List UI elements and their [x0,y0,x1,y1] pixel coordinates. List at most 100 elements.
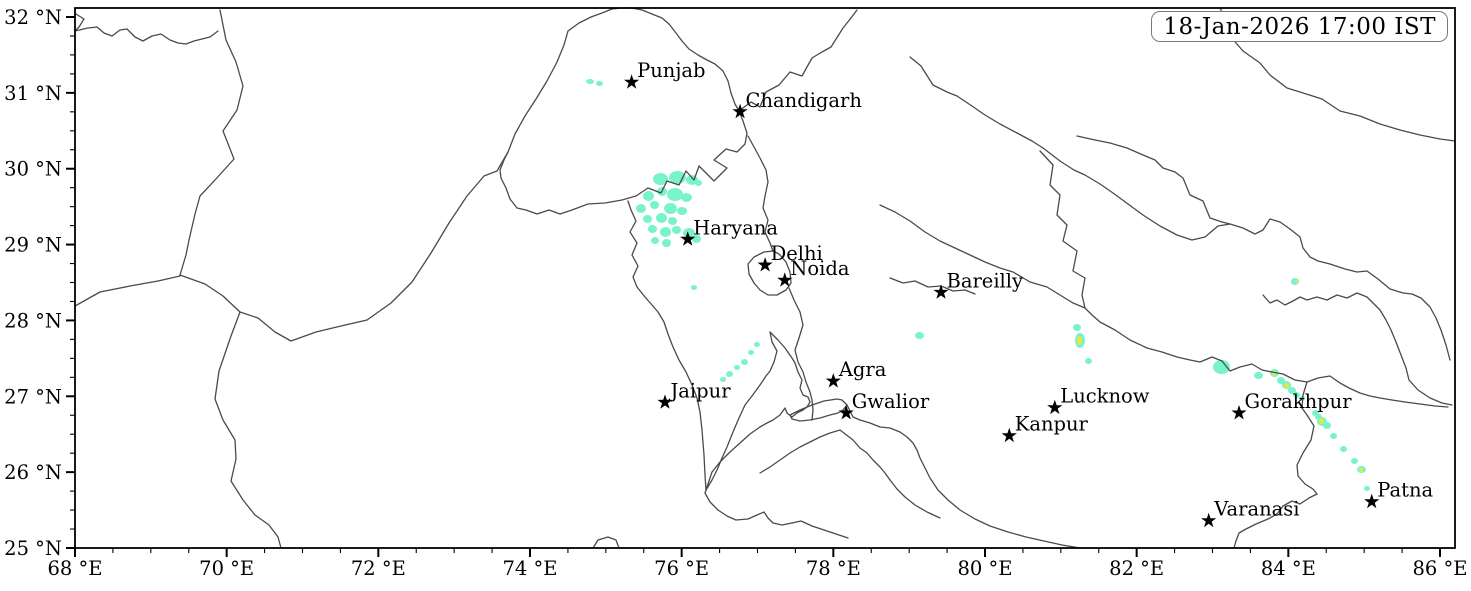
star-icon [680,231,696,246]
boundary-line [705,331,778,491]
boundary-line [1262,292,1453,406]
radar-echo-layer [586,79,1370,491]
boundary-line [592,536,620,549]
city-marker-gwalior: Gwalior [838,390,930,420]
city-label: Delhi [771,242,823,265]
city-marker-jaipur: Jaipur [657,379,731,409]
city-label: Jaipur [668,379,731,402]
radar-echo-light [662,239,671,247]
radar-echo-light [1277,377,1285,384]
radar-echo-light [681,193,692,202]
x-tick-label: 84 °E [1261,557,1316,580]
radar-echo-light [748,350,754,355]
radar-echo-light [651,237,659,244]
boundary-line [909,56,1451,361]
boundary-line [789,398,848,422]
star-icon [777,272,793,287]
star-icon [933,284,949,299]
radar-echo-light [915,332,924,339]
boundary-line [879,204,1449,408]
radar-echo-light [683,228,695,238]
timestamp-box: 18-Jan-2026 17:00 IST [1151,11,1448,42]
radar-echo-light [636,204,646,213]
radar-echo-light [1213,360,1230,374]
city-marker-kanpur: Kanpur [1001,413,1089,443]
x-tick-label: 74 °E [502,557,557,580]
y-tick-label: 29 °N [4,234,62,257]
radar-echo-light [672,226,681,234]
radar-echo-light [1364,486,1370,491]
boundary-line [747,135,792,296]
city-marker-varanasi: Varanasi [1201,498,1300,528]
city-marker-noida: Noida [777,257,850,287]
radar-echo-light [691,285,697,290]
timestamp-text: 18-Jan-2026 17:00 IST [1163,13,1436,40]
x-tick-label: 70 °E [199,557,254,580]
y-tick-label: 25 °N [4,537,62,560]
radar-echo-light [1085,358,1092,364]
city-label: Haryana [693,216,778,239]
axes-frame [74,7,1456,549]
radar-echo-light [648,225,657,233]
boundary-line [239,151,509,342]
radar-echo-strong [1319,418,1324,424]
boundary-line [1233,381,1318,549]
boundary-line [738,9,858,112]
city-label: Noida [790,257,850,280]
boundary-line [704,486,849,539]
boundary-line [1219,7,1456,142]
radar-echo-light [586,79,594,84]
boundary-line [627,200,707,491]
radar-echo-light [596,81,603,86]
boundary-line [74,13,219,45]
city-marker-delhi: Delhi [757,242,823,272]
city-label: Agra [838,358,887,381]
radar-echo-light [1299,396,1305,401]
radar-echo-light [1293,392,1300,398]
x-tick-label: 68 °E [48,557,103,580]
city-label: Chandigarh [746,89,863,112]
x-tick-label: 86 °E [1412,557,1467,580]
city-label: Lucknow [1060,385,1150,408]
boundary-line [846,404,1081,549]
boundary-line [1039,150,1086,309]
x-tick-label: 82 °E [1109,557,1164,580]
city-marker-bareilly: Bareilly [933,269,1023,299]
star-icon [657,394,673,409]
star-icon [825,373,841,388]
radar-echo-light [695,180,702,186]
radar-echo-light [677,207,687,215]
boundary-line [788,287,814,421]
star-icon [1001,427,1017,443]
boundary-line [179,9,244,276]
boundary-line [214,311,282,549]
star-icon [1201,512,1217,528]
radar-echo-light [667,188,683,201]
radar-echo-light [668,217,677,225]
radar-echo-light [1323,422,1331,429]
radar-echo-light [643,191,654,201]
city-marker-patna: Patna [1364,479,1434,509]
radar-echo-light [1254,372,1263,379]
radar-echo-light [734,365,740,370]
boundary-line [706,331,811,488]
radar-echo-light [1330,433,1337,439]
radar-echo-light [643,215,652,223]
axis-ticks: 68 °E 70 °E 72 °E 74 °E 76 °E 78 °E 80 °E 82 °E… [4,6,1467,580]
city-label: Gwalior [852,390,930,413]
radar-echo-light [1351,458,1358,464]
city-marker-lucknow: Lucknow [1047,385,1150,415]
plot-frame [74,7,1456,549]
city-label: Patna [1377,479,1433,502]
radar-echo-light [650,201,659,209]
radar-echo-light [1073,324,1081,331]
boundary-line [179,274,241,313]
city-label: Kanpur [1015,413,1089,436]
star-icon [732,103,748,119]
radar-echo-light [664,203,677,214]
radar-echo-light [660,227,671,237]
radar-echo-light [741,359,748,365]
